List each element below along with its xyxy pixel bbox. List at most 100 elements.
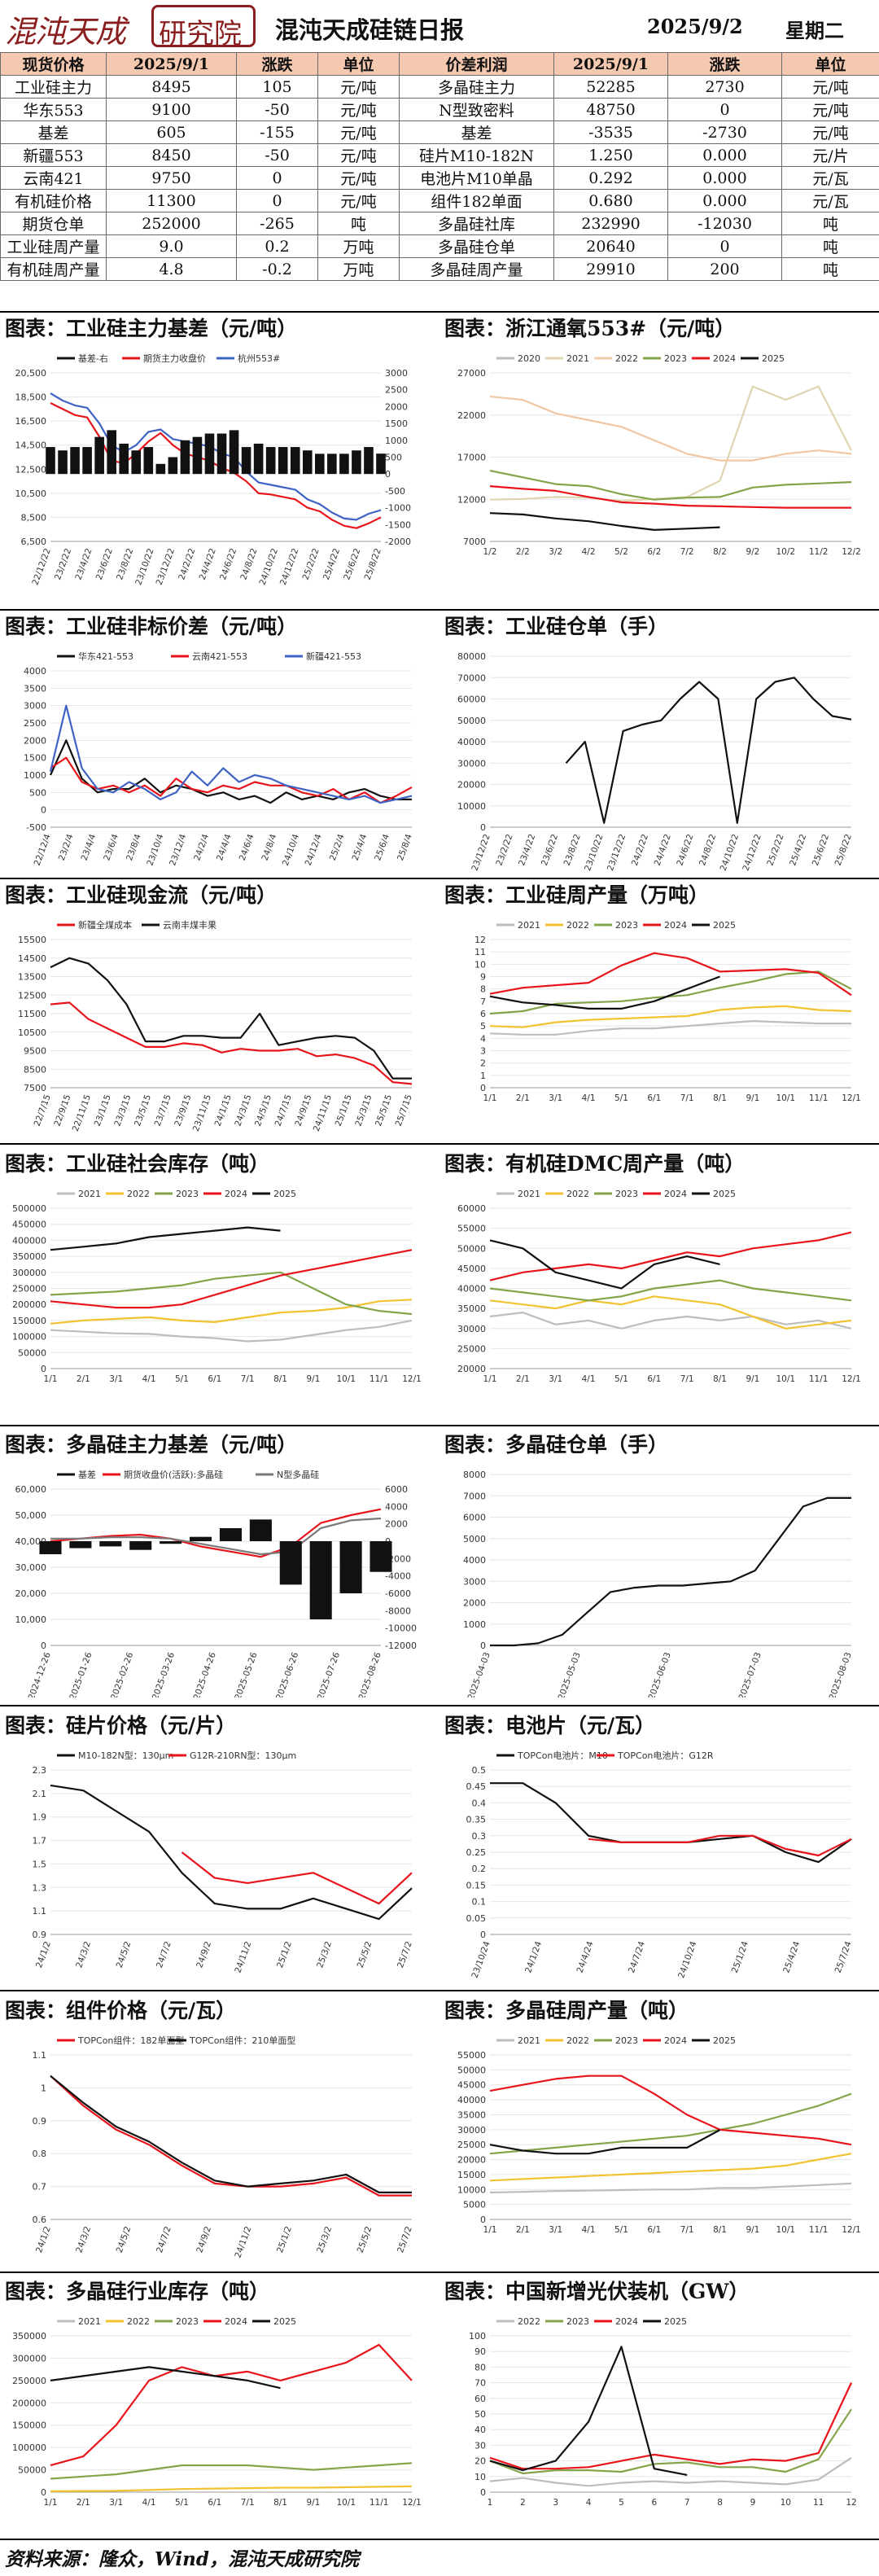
- report-header: 混沌天成 研究院 混沌天成硅链日报 2025/9/2 星期二: [0, 0, 879, 52]
- x-tick-label: 5/2: [614, 547, 628, 557]
- table-cell: 232990: [553, 212, 668, 235]
- y-tick-label: 0: [480, 2487, 486, 2498]
- x-tick-label: 23/4/4: [79, 833, 98, 862]
- x-tick-label: 23/9/15: [173, 1093, 193, 1128]
- bar-mark: [253, 443, 264, 475]
- table-cell: 有机硅周产量: [0, 257, 107, 281]
- report-date: 2025/9/2: [647, 15, 743, 38]
- x-tick-label: 23/12/22: [606, 833, 628, 872]
- x-tick-label: 24/3/2: [74, 1940, 93, 1969]
- y-tick-label: 7500: [24, 1083, 46, 1093]
- bar-mark: [168, 457, 178, 475]
- legend-label: 2024: [664, 920, 687, 931]
- bar-mark: [69, 1541, 92, 1549]
- legend-item: 云南丰煤丰果: [142, 920, 216, 931]
- table-cell: 多晶硅仓单: [399, 234, 554, 258]
- x-tick-label: 24/4/24: [575, 1940, 596, 1974]
- x-tick-label: 11/1: [370, 1374, 389, 1384]
- x-tick-label: 9/1: [746, 1374, 759, 1384]
- x-tick-label: 11/1: [809, 2225, 829, 2235]
- table-cell: -265: [236, 212, 318, 235]
- x-tick-label: 4/1: [582, 1093, 596, 1103]
- table-cell: 252000: [106, 212, 237, 235]
- x-tick-label: 7/1: [241, 1374, 255, 1384]
- legend-item: 2025: [252, 1189, 296, 1199]
- series-line: [489, 1279, 852, 1302]
- x-tick-label: 24/5/2: [115, 1940, 133, 1969]
- bar-mark: [315, 453, 325, 475]
- chart-panel-c7: 图表：工业硅社会库存（吨） 2021 2022 2023 2024 2025 0 50000 1…: [0, 1148, 423, 1421]
- bar-mark: [155, 463, 166, 475]
- x-tick-label: 24/12/4: [304, 833, 324, 867]
- legend-label: 2021: [518, 2035, 540, 2046]
- legend-label: 2024: [664, 2035, 687, 2046]
- legend-label: 2024: [664, 1189, 687, 1199]
- x-tick-label: 23/8/22: [562, 833, 583, 867]
- y-tick-label: 35000: [457, 1303, 486, 1314]
- logo-box-text: 研究院: [159, 18, 242, 50]
- legend-label: 2024: [615, 2316, 638, 2327]
- legend-label: 2024: [713, 353, 736, 364]
- y-tick-label: 30,000: [15, 1562, 47, 1573]
- legend-label: 2025: [713, 1189, 736, 1199]
- y2-tick-label: 2000: [385, 1519, 408, 1530]
- y2-tick-label: 0: [385, 469, 391, 480]
- table-cell: 0.292: [553, 166, 668, 190]
- legend-item: 基差-右: [57, 353, 108, 364]
- legend-item: 2023: [594, 1189, 638, 1199]
- x-tick-label: 1/1: [483, 1093, 497, 1103]
- y-tick-label: 40: [474, 2425, 486, 2435]
- x-tick-label: 11/2: [809, 547, 829, 557]
- table-row: 期货仓单 252000 -265 吨多晶硅社库 232990 -12030 吨: [0, 212, 879, 235]
- chart-panel-c6: 图表：工业硅周产量（万吨） 2021 2022 2023 2024 2025 0 1 2 3 4 5 6…: [440, 879, 863, 1140]
- x-tick-label: 24/2/22: [177, 547, 197, 581]
- y-tick-label: 1.1: [33, 2050, 47, 2061]
- y2-tick-label: 2000: [385, 401, 408, 412]
- y-tick-label: 5000: [463, 1534, 486, 1544]
- section-divider: [0, 1143, 879, 1145]
- x-tick-label: 25/2/22: [301, 547, 321, 581]
- chart-title: 图表：组件价格（元/瓦）: [5, 1999, 237, 2022]
- x-tick-label: 24/8/22: [698, 833, 718, 867]
- x-tick-label: 23/12/22: [470, 833, 492, 872]
- y-tick-label: 1500: [24, 753, 46, 764]
- x-tick-label: 25/4/4: [350, 833, 369, 862]
- table-cell: 组件182单面: [399, 189, 554, 212]
- legend-item: 2025: [643, 2316, 687, 2327]
- y-tick-label: 6000: [463, 1513, 486, 1523]
- y-tick-label: 13500: [18, 972, 46, 983]
- y-tick-label: 100000: [12, 2442, 46, 2453]
- y-tick-label: 0.4: [472, 1798, 487, 1808]
- x-tick-label: 23/11/15: [191, 1093, 213, 1132]
- y-tick-label: 15500: [18, 935, 46, 945]
- y-tick-label: 0.9: [33, 1930, 47, 1940]
- x-tick-label: 25/1/2: [275, 1940, 294, 1969]
- x-tick-label: 10/2: [776, 547, 795, 557]
- legend-label: TOPCon组件：210单面型: [189, 2035, 295, 2046]
- legend-label: G12R-210RN型：130μm: [190, 1750, 296, 1761]
- chart-title: 图表：工业硅主力基差（元/吨）: [5, 317, 298, 340]
- x-tick-label: 24/12/22: [741, 833, 763, 872]
- x-tick-label: 25/1/2: [275, 2225, 294, 2254]
- legend-item: TOPCon电池片：M10: [496, 1750, 608, 1761]
- table-cell: 基差: [399, 120, 554, 144]
- series-line: [489, 2346, 688, 2476]
- series-line: [489, 2129, 721, 2155]
- y-tick-label: 8500: [24, 1064, 46, 1075]
- legend-item: 2023: [155, 1189, 199, 1199]
- x-tick-label: 23/8/4: [125, 833, 143, 862]
- y-tick-label: 55000: [457, 1224, 486, 1234]
- legend-label: TOPCon组件：182单面型: [77, 2035, 184, 2046]
- legend-item: 云南421-553: [171, 651, 247, 662]
- x-tick-label: 12/1: [402, 1374, 422, 1384]
- legend-item: 期货主力收盘价: [122, 353, 206, 364]
- legend-item: TOPCon组件：210单面型: [168, 2035, 295, 2046]
- x-tick-label: 23/3/15: [112, 1093, 133, 1128]
- y-tick-label: 0.2: [472, 1864, 487, 1874]
- chart-panel-c5: 图表：工业硅现金流（元/吨） 新疆全煤成本 云南丰煤丰果 7500 8500 9500 10…: [0, 879, 423, 1140]
- bar-mark: [302, 450, 313, 475]
- y-tick-label: 12500: [18, 990, 46, 1001]
- bar-mark: [249, 1519, 272, 1541]
- x-tick-label: 2025-08-03: [828, 1651, 854, 1698]
- table-cell: 元/吨: [317, 120, 400, 144]
